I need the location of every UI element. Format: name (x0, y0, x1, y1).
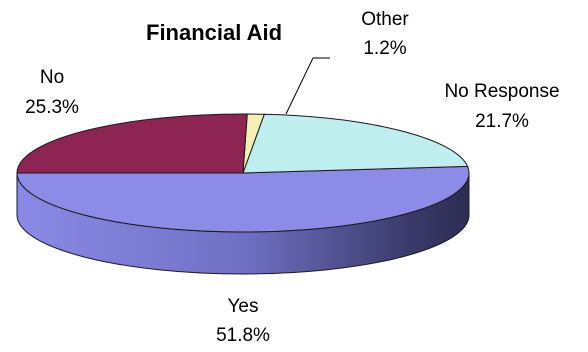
slice-value-no: 25.3% (25, 97, 79, 118)
pie-slice-no-response (242, 113, 469, 174)
other-leader-line (285, 57, 330, 115)
slice-value-yes: 51.8% (216, 325, 270, 346)
slice-label-no: No (40, 67, 64, 88)
slice-value-other: 1.2% (363, 38, 406, 59)
slice-value-no-response: 21.7% (475, 111, 529, 132)
slice-label-yes: Yes (228, 296, 259, 317)
chart-title: Financial Aid (146, 20, 282, 45)
slice-label-no-response: No Response (444, 81, 559, 102)
pie-slices (16, 113, 470, 233)
slice-label-other: Other (361, 9, 409, 30)
pie-slice-no (16, 113, 248, 174)
pie-slice-yes (16, 165, 470, 233)
